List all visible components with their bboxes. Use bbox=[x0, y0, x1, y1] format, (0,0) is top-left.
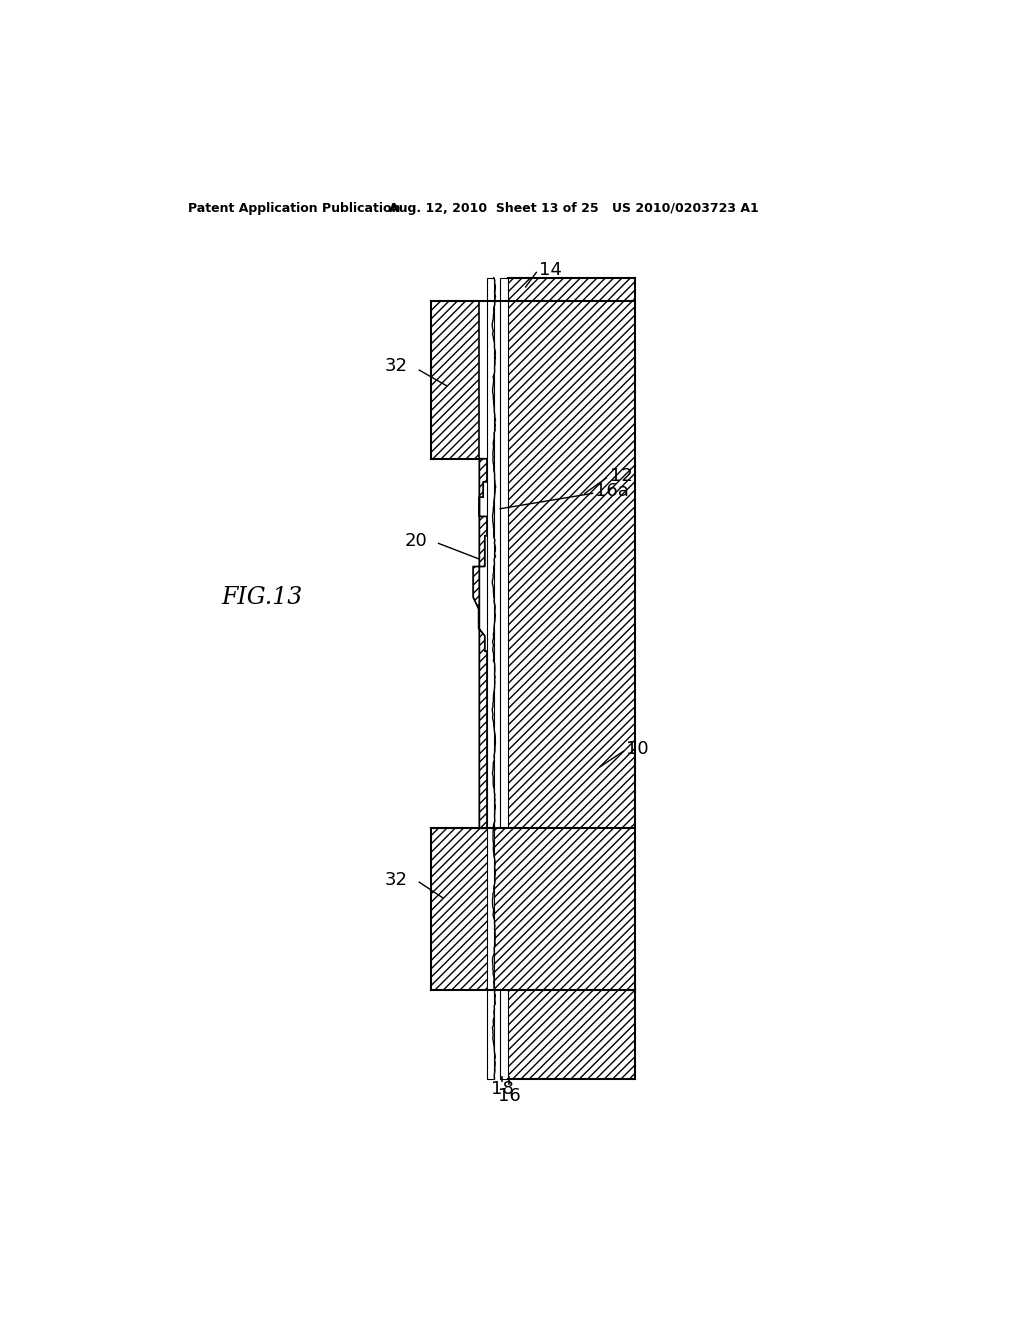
Text: Aug. 12, 2010  Sheet 13 of 25: Aug. 12, 2010 Sheet 13 of 25 bbox=[388, 202, 598, 215]
Text: 12: 12 bbox=[609, 467, 633, 484]
Text: 18: 18 bbox=[492, 1080, 514, 1097]
Bar bbox=[500, 277, 508, 1078]
Bar bbox=[508, 277, 635, 1078]
Text: 14: 14 bbox=[539, 261, 561, 279]
Polygon shape bbox=[473, 459, 487, 829]
Bar bbox=[487, 277, 494, 1078]
Text: 32: 32 bbox=[385, 358, 408, 375]
Text: 16: 16 bbox=[498, 1088, 521, 1105]
Bar bbox=[431, 829, 635, 990]
Bar bbox=[431, 301, 479, 459]
Text: 16a: 16a bbox=[595, 482, 629, 500]
Text: FIG.13: FIG.13 bbox=[221, 586, 303, 609]
Text: Patent Application Publication: Patent Application Publication bbox=[188, 202, 400, 215]
Text: 20: 20 bbox=[404, 532, 427, 550]
Text: 32: 32 bbox=[385, 871, 408, 888]
Text: 10: 10 bbox=[626, 741, 648, 758]
Text: US 2010/0203723 A1: US 2010/0203723 A1 bbox=[611, 202, 759, 215]
